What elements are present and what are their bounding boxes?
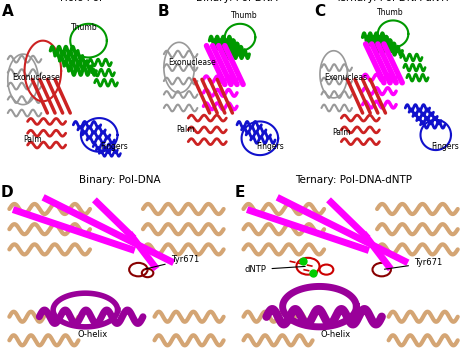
- Text: Tyr671: Tyr671: [146, 255, 199, 269]
- Text: Exonuclease: Exonuclease: [168, 58, 216, 67]
- Text: Tyr671: Tyr671: [384, 258, 442, 269]
- Title: Ternary: Pol-DNA-dNTP: Ternary: Pol-DNA-dNTP: [296, 175, 412, 184]
- Title: Holo Pol: Holo Pol: [60, 0, 102, 3]
- Text: Fingers: Fingers: [100, 142, 128, 151]
- Text: D: D: [0, 186, 13, 200]
- Title: Ternary: Pol-DNA-dNTP: Ternary: Pol-DNA-dNTP: [335, 0, 452, 3]
- Text: A: A: [2, 4, 13, 19]
- Text: O-helix: O-helix: [320, 330, 351, 339]
- Text: Thumb: Thumb: [231, 12, 258, 21]
- Text: B: B: [158, 4, 169, 19]
- Text: Exonuclease: Exonuclease: [12, 73, 60, 82]
- Text: Thumb: Thumb: [71, 23, 97, 32]
- Text: E: E: [234, 186, 245, 200]
- Text: Palm: Palm: [23, 135, 42, 144]
- Title: Binary: Pol-DNA: Binary: Pol-DNA: [196, 0, 278, 3]
- Text: dNTP: dNTP: [245, 265, 305, 274]
- Text: Thumb: Thumb: [377, 8, 403, 17]
- Text: Fingers: Fingers: [256, 142, 284, 151]
- Title: Binary: Pol-DNA: Binary: Pol-DNA: [79, 175, 161, 184]
- Text: C: C: [314, 4, 325, 19]
- Text: Exonucleas: Exonucleas: [325, 73, 368, 82]
- Text: Fingers: Fingers: [431, 142, 459, 151]
- Text: O-helix: O-helix: [77, 330, 108, 339]
- Text: Palm: Palm: [332, 128, 351, 137]
- Text: Palm: Palm: [176, 125, 195, 134]
